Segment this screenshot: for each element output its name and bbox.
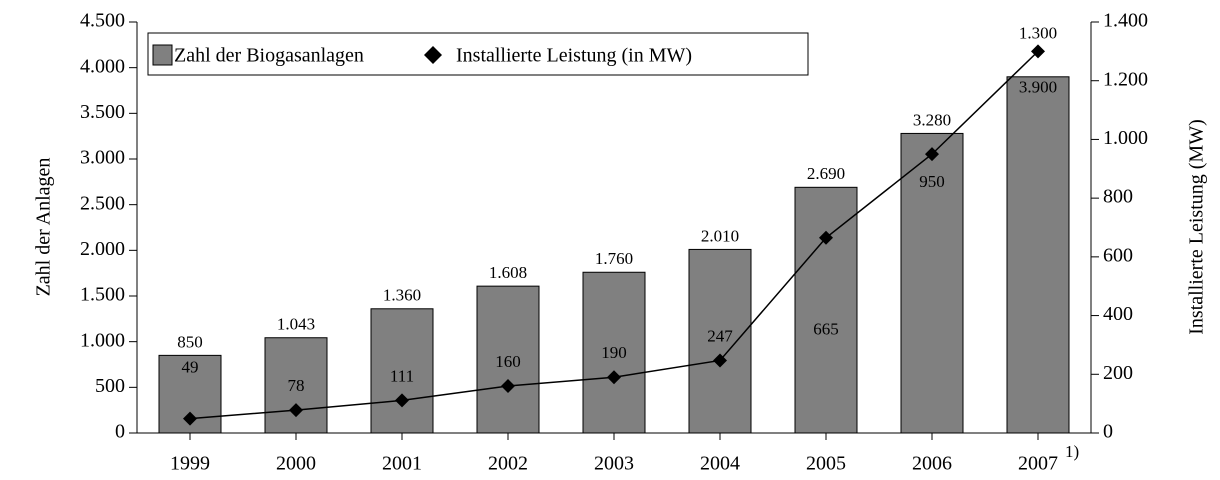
x-tick-label: 2007 <box>1018 453 1058 475</box>
y-tick-label: 500 <box>95 375 125 397</box>
y2-tick-label: 1.000 <box>1103 127 1148 149</box>
bar-value-label: 1.360 <box>383 286 421 305</box>
diamond-marker <box>501 379 515 394</box>
bar <box>158 354 222 434</box>
bar-value-label: 850 <box>177 332 203 351</box>
y-tick-label: 2.000 <box>80 238 125 260</box>
x-tick-label: 2000 <box>276 453 316 475</box>
diamond-marker <box>1031 44 1045 59</box>
bar-value-label: 2.690 <box>807 164 845 183</box>
bar-value-label: 1.608 <box>489 263 527 282</box>
line-value-label: 160 <box>495 352 521 371</box>
bar-value-label: 2.010 <box>701 226 739 245</box>
diamond-marker <box>289 403 303 418</box>
bar-value-label: 3.280 <box>913 110 951 129</box>
y-tick-label: 0 <box>115 421 125 443</box>
x-tick-label: 2004 <box>700 453 740 475</box>
y-tick-label: 2.500 <box>80 192 125 214</box>
annotation: 1) <box>1065 442 1079 461</box>
legend-swatch <box>152 44 173 66</box>
bar <box>582 271 646 434</box>
y2-tick-label: 600 <box>1103 244 1133 266</box>
y2-tick-label: 0 <box>1103 421 1113 443</box>
bar <box>476 285 540 434</box>
line-value-label: 247 <box>707 326 733 345</box>
y2-tick-label: 1.400 <box>1103 10 1148 32</box>
diamond-marker <box>607 370 621 385</box>
y-tick-label: 4.000 <box>80 55 125 77</box>
diamond-marker <box>183 411 197 426</box>
bar-value-label: 1.760 <box>595 249 633 268</box>
x-tick-label: 2003 <box>594 453 634 475</box>
y-tick-label: 1.000 <box>80 329 125 351</box>
x-tick-label: 2002 <box>488 453 528 475</box>
line-value-label: 49 <box>182 358 199 377</box>
bar <box>264 337 328 434</box>
bar <box>370 308 434 434</box>
y-tick-label: 3.000 <box>80 147 125 169</box>
y2-tick-label: 800 <box>1103 186 1133 208</box>
legend-label: Installierte Leistung (in MW) <box>456 45 692 67</box>
bar-value-label: 1.043 <box>277 315 315 334</box>
y-tick-label: 1.500 <box>80 284 125 306</box>
bar <box>1006 76 1070 434</box>
legend-box <box>147 32 809 76</box>
diamond-marker <box>819 230 833 245</box>
line-value-label: 190 <box>601 343 627 362</box>
y-tick-label: 3.500 <box>80 101 125 123</box>
y2-tick-label: 200 <box>1103 362 1133 384</box>
bar <box>688 248 752 434</box>
y-axis-title: Zahl der Anlagen <box>33 158 55 297</box>
line-value-label: 665 <box>813 320 839 339</box>
x-tick-label: 2006 <box>912 453 952 475</box>
legend-label: Zahl der Biogasanlagen <box>174 45 364 67</box>
y2-axis-title: Installierte Leistung (MW) <box>1186 119 1208 335</box>
diamond-marker <box>713 353 727 368</box>
line-value-label: 111 <box>390 366 414 385</box>
line-value-label: 950 <box>919 172 945 191</box>
x-tick-label: 2005 <box>806 453 846 475</box>
line-value-label: 1.300 <box>1019 23 1057 42</box>
diamond-marker <box>395 393 409 408</box>
bar-value-label: 3.900 <box>1019 78 1057 97</box>
y-tick-label: 4.500 <box>80 10 125 32</box>
x-tick-label: 2001 <box>382 453 422 475</box>
y2-tick-label: 400 <box>1103 303 1133 325</box>
line-value-label: 78 <box>288 376 305 395</box>
bar <box>900 132 964 434</box>
x-tick-label: 1999 <box>170 453 210 475</box>
diamond-marker <box>925 147 939 162</box>
legend-marker <box>424 46 442 64</box>
y2-tick-label: 1.200 <box>1103 68 1148 90</box>
bar <box>794 186 858 434</box>
